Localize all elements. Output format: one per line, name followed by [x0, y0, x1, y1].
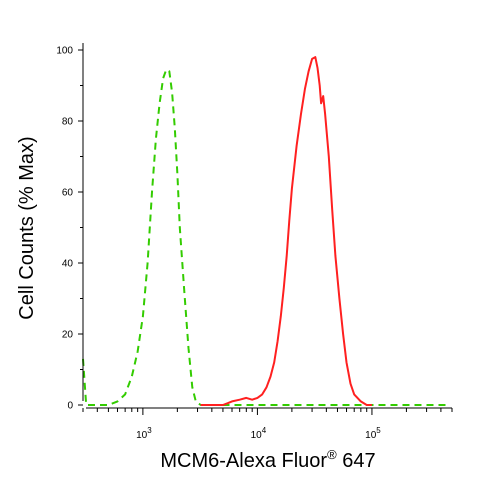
x-tick-label-exponent: 5 [376, 426, 381, 435]
x-axis-label-text: MCM6-Alexa Fluor [160, 450, 327, 472]
x-tick-label-base: 10 [365, 430, 377, 441]
x-tick-label-exponent: 4 [262, 426, 267, 435]
histogram-series-2 [200, 56, 372, 406]
x-axis-label-suffix: 647 [337, 450, 376, 472]
y-tick-label: 80 [62, 117, 74, 128]
y-tick-label: 0 [67, 401, 73, 412]
x-tick-label-exponent: 3 [147, 426, 152, 435]
x-tick-label-base: 10 [136, 430, 148, 441]
x-tick-label-base: 10 [251, 430, 263, 441]
y-tick-label: 20 [62, 330, 74, 341]
y-tick-label: 100 [56, 46, 73, 57]
x-tick-label: 105 [365, 426, 381, 441]
histogram-series-1 [82, 68, 447, 406]
x-axis-label-registered: ® [327, 447, 337, 462]
y-tick-label: 60 [62, 188, 74, 199]
y-axis-label: Cell Counts (% Max) [16, 136, 38, 319]
y-tick-label: 40 [62, 259, 74, 270]
plot-area [82, 56, 447, 406]
x-tick-label: 104 [251, 426, 267, 441]
x-tick-label: 103 [136, 426, 152, 441]
x-axis-label: MCM6-Alexa Fluor® 647 [160, 447, 375, 472]
